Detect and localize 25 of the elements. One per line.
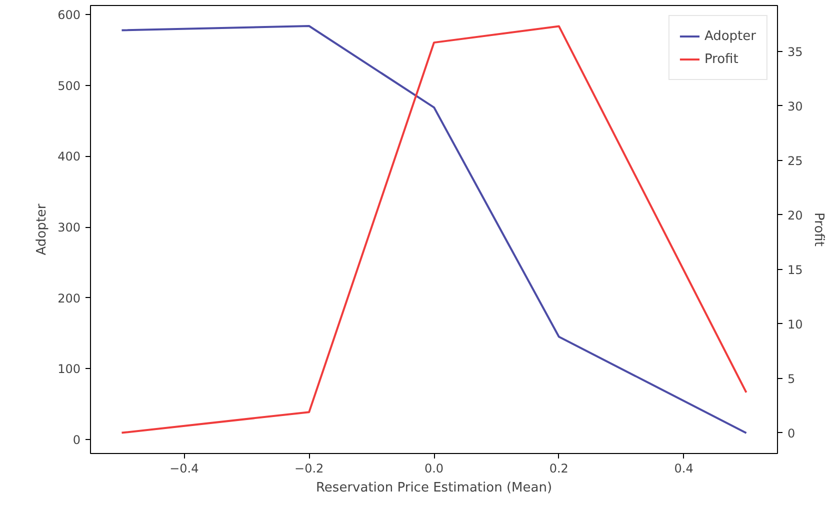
y2-tick-label: 10 — [788, 317, 803, 332]
y-tick-label: 400 — [58, 150, 80, 164]
legend-label: Profit — [704, 52, 738, 66]
x-tick-label: −0.4 — [170, 462, 199, 476]
legend-label: Adopter — [704, 28, 756, 44]
x-axis-title: Reservation Price Estimation (Mean) — [316, 480, 552, 496]
y2-tick-label: 25 — [788, 154, 803, 168]
y2-tick-label: 20 — [788, 208, 803, 222]
y2-axis-title: Profit — [810, 212, 826, 246]
x-tick-label: −0.2 — [294, 462, 324, 476]
y-tick-label: 100 — [58, 362, 80, 376]
y2-tick-label: 5 — [788, 372, 796, 386]
y2-tick-label: 30 — [788, 99, 803, 114]
x-tick-label: 0.0 — [424, 462, 444, 476]
y-axis-title: Adopter — [34, 203, 50, 256]
y-tick-label: 0 — [72, 432, 81, 447]
x-tick-label: 0.4 — [674, 462, 694, 476]
x-tick-label: 0.2 — [549, 462, 568, 476]
y2-tick-label: 15 — [788, 262, 803, 277]
y-tick-label: 500 — [58, 78, 80, 93]
y2-tick-label: 0 — [788, 426, 796, 440]
y-tick-label: 600 — [58, 8, 80, 22]
y-tick-label: 300 — [58, 220, 80, 235]
y2-tick-label: 35 — [788, 44, 803, 59]
y-tick-label: 200 — [58, 291, 80, 306]
